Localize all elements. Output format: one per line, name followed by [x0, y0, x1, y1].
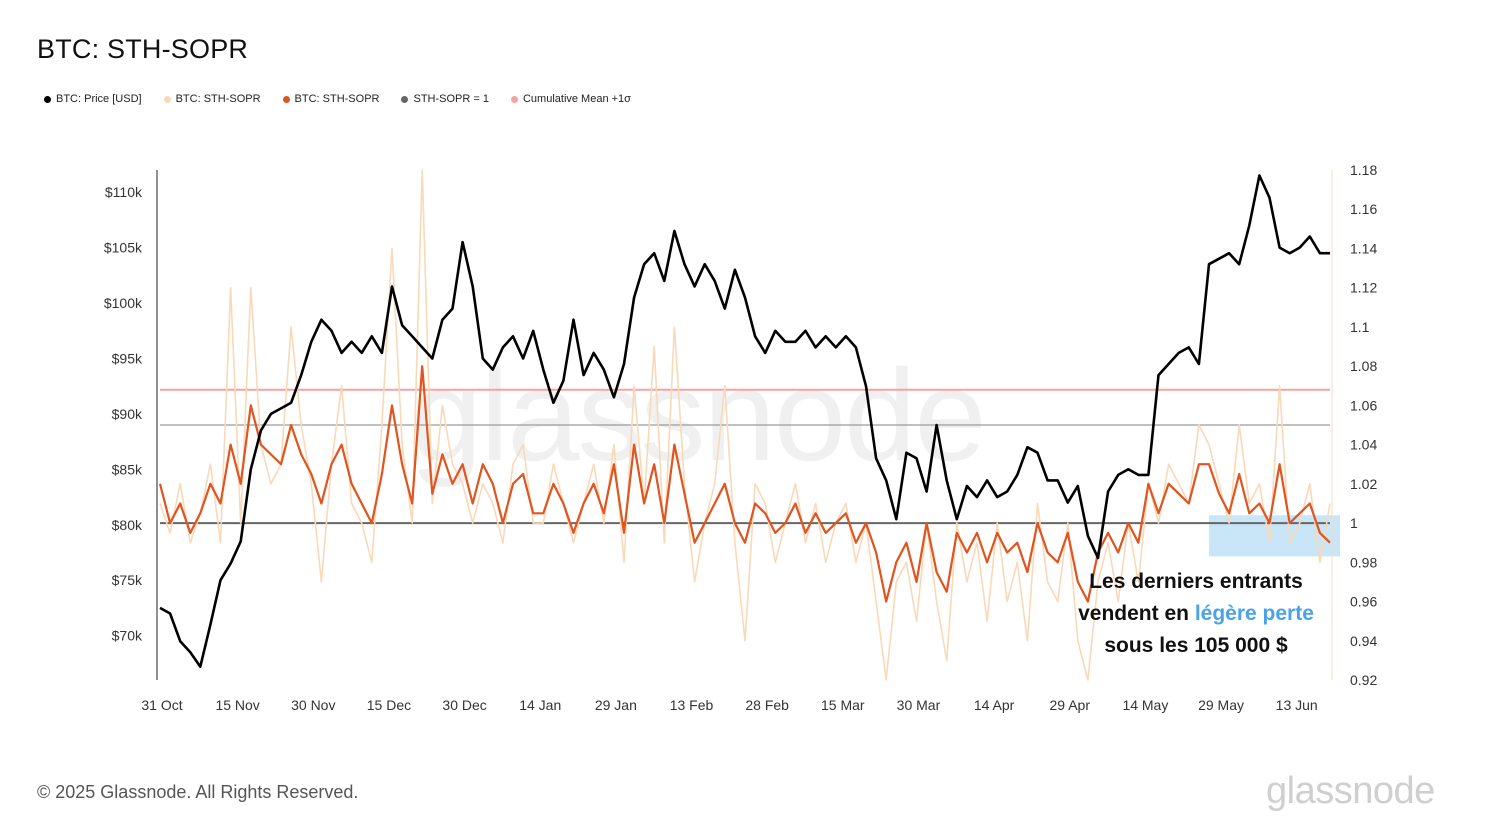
x-tick-label: 14 Apr: [974, 697, 1015, 713]
y-left-tick-label: $75k: [112, 572, 143, 588]
x-tick-label: 13 Feb: [670, 697, 714, 713]
legend-label-sopr-raw: BTC: STH-SOPR: [175, 93, 261, 105]
y-left-tick-label: $90k: [112, 406, 143, 422]
legend-label-price: BTC: Price [USD]: [56, 93, 142, 105]
series-layer: [158, 169, 1331, 681]
x-tick-label: 28 Feb: [745, 697, 789, 713]
x-tick-label: 29 Apr: [1050, 697, 1091, 713]
x-tick-label: 29 May: [1198, 697, 1244, 713]
y-left-tick-label: $110k: [105, 184, 143, 200]
y-right-tick-label: 1.02: [1350, 476, 1377, 492]
x-tick-label: 30 Dec: [442, 697, 486, 713]
brand-logo-text: glassnode: [1266, 770, 1435, 812]
y-right-tick-label: 0.98: [1350, 554, 1377, 570]
legend-item-cum-mean[interactable]: Cumulative Mean +1σ: [510, 93, 631, 105]
y-right-tick-label: 0.94: [1350, 633, 1377, 649]
y-right-tick-label: 1.16: [1350, 201, 1377, 217]
y-right-tick-label: 1.04: [1350, 437, 1377, 453]
legend-label-cum-mean: Cumulative Mean +1σ: [522, 93, 631, 105]
y-left-tick-label: $80k: [112, 517, 143, 533]
legend-item-price[interactable]: BTC: Price [USD]: [44, 93, 142, 105]
legend-dot-sopr-raw: [163, 95, 171, 103]
legend-dot-price: [44, 95, 51, 103]
series-line-2: [158, 365, 1331, 603]
annotation-line1: Les derniers entrants: [1089, 570, 1303, 593]
axes-layer: [156, 170, 1333, 680]
y-right-tick-label: 0.92: [1350, 672, 1377, 688]
y-left-tick-label: $95k: [112, 350, 143, 366]
y-right-tick-label: 1.08: [1350, 358, 1377, 374]
y-right-tick-label: 1.18: [1350, 162, 1377, 178]
annotation-box: Les derniers entrants vendent en légère …: [1060, 566, 1332, 662]
x-tick-label: 14 Jan: [519, 697, 561, 713]
annotation-line3: sous les 105 000 $: [1104, 634, 1288, 657]
annotation-line2: vendent en légère perte: [1060, 598, 1332, 630]
ticks-layer: $70k $75k $80k $85k $90k $95k $100k $105k $110k 0…: [104, 162, 1378, 713]
legend-dot-sopr-one: [401, 95, 409, 103]
x-tick-label: 15 Mar: [821, 697, 865, 713]
legend: BTC: Price [USD] BTC: STH-SOPR BTC: STH-…: [44, 93, 631, 105]
y-right-tick-label: 1.12: [1350, 280, 1377, 296]
copyright-footer: © 2025 Glassnode. All Rights Reserved.: [37, 782, 359, 802]
reference-lines-layer: [160, 388, 1330, 525]
x-tick-label: 15 Dec: [367, 697, 411, 713]
x-tick-label: 30 Mar: [897, 697, 941, 713]
legend-label-sopr-smooth: BTC: STH-SOPR: [294, 93, 380, 105]
y-left-tick-label: $100k: [104, 295, 143, 311]
chart-title: BTC: STH-SOPR: [37, 34, 249, 64]
y-right-tick-label: 1.06: [1350, 397, 1377, 413]
legend-item-sopr-one[interactable]: STH-SOPR = 1: [401, 93, 489, 105]
x-tick-label: 13 Jun: [1276, 697, 1318, 713]
x-tick-label: 31 Oct: [141, 697, 182, 713]
series-line-0: [159, 174, 1330, 668]
watermark-text: glassnode: [410, 342, 987, 488]
x-tick-label: 14 May: [1122, 697, 1168, 713]
y-left-tick-label: $70k: [112, 628, 143, 644]
series-line-1: [159, 169, 1331, 681]
legend-item-sopr-raw[interactable]: BTC: STH-SOPR: [163, 93, 261, 105]
y-right-tick-label: 1.1: [1350, 319, 1370, 335]
legend-label-sopr-one: STH-SOPR = 1: [413, 93, 489, 105]
y-right-tick-label: 1.14: [1350, 240, 1377, 256]
legend-dot-sopr-smooth: [282, 95, 290, 103]
y-left-tick-label: $85k: [112, 461, 143, 477]
y-left-tick-label: $105k: [104, 240, 143, 256]
annotation-line2-prefix: vendent en: [1078, 602, 1195, 625]
legend-dot-cum-mean: [510, 95, 518, 103]
x-tick-label: 29 Jan: [595, 697, 637, 713]
y-right-tick-label: 0.96: [1350, 594, 1377, 610]
legend-item-sopr-smooth[interactable]: BTC: STH-SOPR: [282, 93, 380, 105]
x-tick-label: 30 Nov: [291, 697, 335, 713]
x-tick-label: 15 Nov: [215, 697, 259, 713]
y-right-tick-label: 1: [1350, 515, 1358, 531]
annotation-highlight: légère perte: [1194, 602, 1314, 625]
